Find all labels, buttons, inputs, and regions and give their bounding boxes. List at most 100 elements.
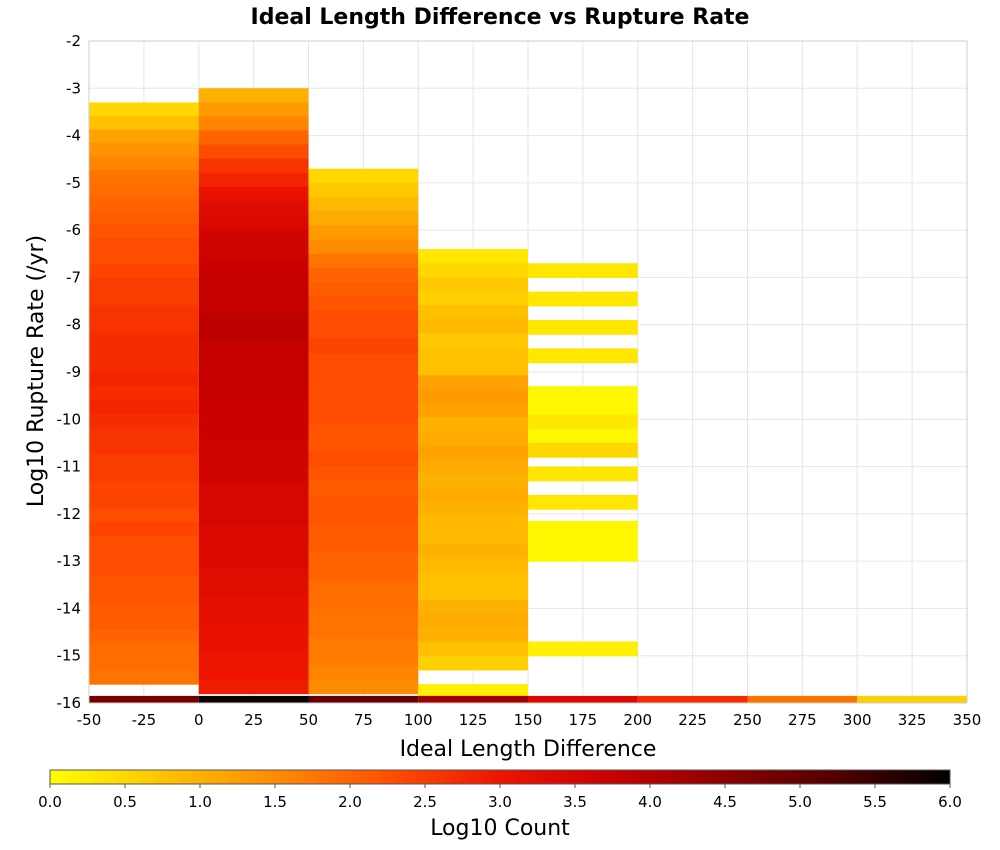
heatmap-cell: [528, 263, 638, 279]
heatmap-cell: [418, 515, 528, 531]
heatmap-cell: [89, 616, 199, 631]
x-tick-label: 350: [953, 711, 982, 729]
heatmap-cell: [418, 417, 528, 433]
heatmap-cell: [308, 267, 419, 283]
heatmap-cell: [418, 543, 528, 559]
heatmap-cell: [198, 144, 309, 160]
heatmap-cell: [308, 296, 419, 312]
heatmap-cell: [418, 431, 528, 447]
heatmap-cell: [308, 381, 419, 397]
y-tick-label: -10: [57, 410, 82, 428]
heatmap-cell: [308, 608, 419, 624]
heatmap-cell: [89, 332, 199, 347]
heatmap-cell: [308, 424, 419, 439]
x-tick-label: 150: [514, 711, 543, 729]
heatmap-cell: [89, 575, 199, 591]
heatmap-cell: [528, 641, 638, 657]
heatmap-cell: [308, 580, 419, 595]
heatmap-cell: [308, 310, 419, 326]
heatmap-cell: [198, 313, 309, 329]
heatmap-cell: [528, 547, 638, 562]
heatmap-cell: [198, 186, 309, 202]
heatmap-cell: [198, 609, 309, 624]
heatmap-cell: [308, 551, 419, 567]
y-tick-label: -15: [57, 647, 82, 665]
heatmap-cell: [89, 589, 199, 604]
heatmap-cell: [528, 494, 638, 510]
heatmap-cell: [89, 143, 199, 158]
heatmap-cell: [198, 130, 309, 146]
x-tick-label: 225: [678, 711, 707, 729]
heatmap-cell: [418, 473, 528, 489]
heatmap-cell: [89, 183, 199, 198]
heatmap-cell: [308, 452, 419, 468]
y-tick-label: -5: [66, 174, 81, 192]
x-tick-label: 100: [404, 711, 433, 729]
heatmap-cell: [308, 509, 419, 524]
y-tick-label: -12: [57, 505, 82, 523]
y-tick-label: -4: [66, 127, 81, 145]
heatmap-cell: [89, 521, 199, 536]
heatmap-cell: [418, 333, 528, 348]
heatmap-cell: [198, 397, 309, 413]
heatmap-cell: [198, 454, 309, 469]
heatmap-cell: [528, 466, 638, 482]
heatmap-cell: [308, 494, 419, 510]
x-tick-label: 0: [194, 711, 204, 729]
x-tick-label: -25: [132, 711, 157, 729]
heatmap-cell: [198, 510, 309, 526]
heatmap-cell: [528, 520, 638, 535]
heatmap-cell: [198, 102, 309, 118]
heatmap-cell: [89, 115, 199, 131]
heatmap-cell: [308, 338, 419, 354]
heatmap-cell: [198, 552, 309, 568]
x-tick-label: 200: [623, 711, 652, 729]
heatmap-cell: [89, 602, 199, 618]
heatmap-cell: [89, 237, 199, 252]
heatmap-cell: [418, 305, 528, 320]
heatmap-cell: [89, 197, 199, 212]
heatmap-cell: [308, 665, 419, 680]
heatmap-cell: [198, 243, 309, 258]
y-axis-label: Log10 Rupture Rate (/yr): [24, 235, 49, 507]
x-tick-label: 250: [733, 711, 762, 729]
heatmap-cell: [528, 534, 638, 549]
heatmap-cell: [418, 684, 528, 699]
heatmap-cell: [198, 299, 309, 315]
heatmap-cell: [418, 361, 528, 376]
heatmap-cell: [89, 264, 199, 279]
heatmap-cell: [89, 657, 199, 672]
x-tick-label: 125: [459, 711, 488, 729]
heatmap-cell: [418, 641, 528, 657]
heatmap-cell: [89, 345, 199, 361]
heatmap-cell-bottom-row: [747, 695, 858, 703]
heatmap-cell: [528, 386, 638, 401]
y-tick-label: -13: [57, 552, 82, 570]
heatmap-cell: [198, 88, 309, 103]
heatmap-cell: [528, 348, 638, 364]
heatmap-cell: [198, 285, 309, 301]
heatmap-cell: [308, 523, 419, 539]
colorbar-tick-label: 0.0: [38, 793, 62, 811]
heatmap-cell: [89, 467, 199, 482]
heatmap-cell: [308, 622, 419, 638]
heatmap-cell-bottom-row: [637, 695, 748, 703]
heatmap-cell: [418, 389, 528, 404]
heatmap-cell: [198, 355, 309, 371]
y-tick-label: -3: [66, 79, 81, 97]
x-tick-label: 25: [244, 711, 263, 729]
heatmap-cell: [89, 359, 199, 374]
heatmap-cell-bottom-row: [418, 695, 528, 703]
heatmap-cell: [89, 170, 199, 185]
heatmap-cell: [308, 253, 419, 269]
heatmap-cell: [418, 403, 528, 418]
heatmap-cell: [89, 305, 199, 320]
heatmap-cell: [198, 623, 309, 638]
heatmap-cell: [528, 291, 638, 307]
heatmap-cell: [89, 629, 199, 645]
colorbar-tick-label: 4.5: [713, 793, 737, 811]
heatmap-cell: [198, 580, 309, 596]
heatmap-cell: [308, 182, 419, 198]
x-tick-label: 50: [299, 711, 318, 729]
heatmap-cell: [418, 613, 528, 629]
